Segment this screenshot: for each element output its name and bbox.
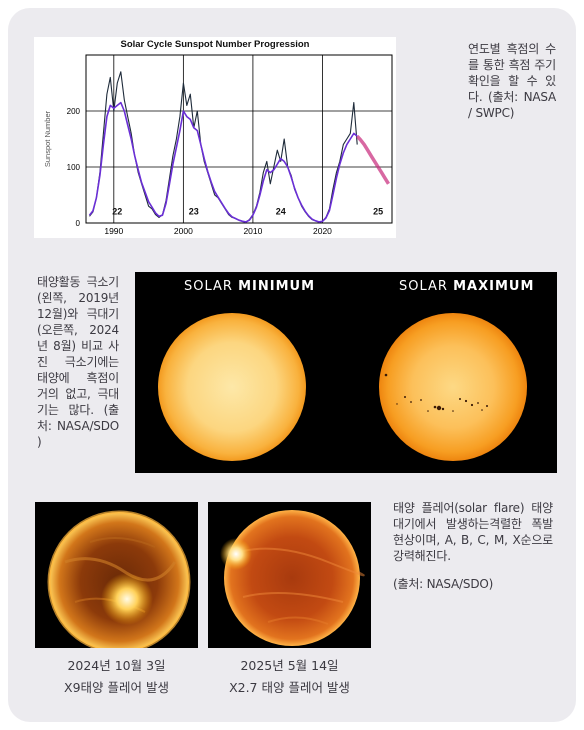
chart-plot: 1990 2000 2010 2020 0 100 200 Sunspot Number 22 2…: [43, 54, 393, 236]
sun-minimum-disk: [158, 313, 306, 461]
chart-caption: 연도별 흑점의 수를 통한 흑점 주기 확인을 할 수 있다. (출처: NAS…: [468, 42, 556, 120]
cycle-label: 24: [276, 207, 286, 217]
chart-title: Solar Cycle Sunspot Number Progression: [120, 39, 310, 50]
series-line-2: [355, 135, 390, 185]
series-line-1: [88, 101, 358, 223]
y-tick-label: 0: [76, 219, 81, 228]
cycle-label: 25: [373, 207, 383, 217]
x-tick-label: 1990: [104, 226, 123, 236]
solar-minimum-label: SOLAR MINIMUM: [184, 279, 316, 294]
plot-frame: [85, 54, 393, 224]
x-tick-label: 2020: [313, 226, 332, 236]
cycle-label: 22: [112, 207, 122, 217]
x-tick-label: 2010: [243, 226, 262, 236]
flare-burst: [101, 573, 153, 625]
sun-maximum-disk: [379, 313, 527, 461]
sunspot-chart: Solar Cycle Sunspot Number Progression 1…: [34, 37, 396, 238]
flare-caption-2025: 2025년 5월 14일 X2.7 태양 플레어 발생: [229, 658, 350, 695]
flare-burst: [220, 538, 252, 570]
y-tick-label: 100: [67, 163, 81, 172]
y-axis-label: Sunspot Number: [43, 110, 52, 167]
flare-caption-2024: 2024년 10월 3일 X9태양 플레어 발생: [64, 658, 169, 695]
sun-compare-caption: 태양활동 극소기(왼쪽, 2019년 12월)와 극대기(오른쪽, 2024년 …: [37, 275, 119, 449]
y-tick-label: 200: [67, 107, 81, 116]
sunspots: [384, 373, 488, 412]
flare-caption: 태양 플레어(solar flare) 태양 대기에서 발생하는격렬한 폭발 현…: [393, 501, 553, 591]
flare-photo-2024: [35, 502, 198, 648]
solar-maximum-label: SOLAR MAXIMUM: [399, 279, 535, 294]
flare-photo-2025: [208, 502, 371, 648]
cycle-label: 23: [189, 207, 199, 217]
solar-min-max-image: SOLAR MINIMUM SOLAR MAXIMUM: [135, 272, 557, 473]
x-tick-label: 2000: [174, 226, 193, 236]
